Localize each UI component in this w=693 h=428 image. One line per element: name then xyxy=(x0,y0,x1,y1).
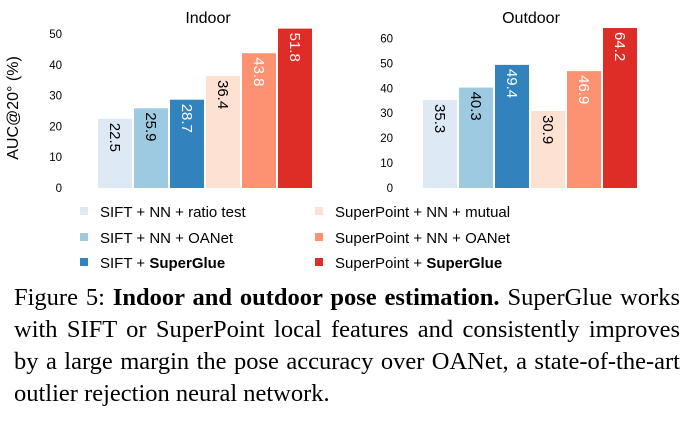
bar xyxy=(495,64,529,188)
legend-label-bold: SuperGlue xyxy=(149,255,225,272)
bar xyxy=(459,87,493,188)
y-tick-label: 50 xyxy=(380,58,393,70)
legend-swatch xyxy=(315,233,323,241)
legend-item: SIFT + SuperGlue xyxy=(80,255,225,272)
data-label: 22.5 xyxy=(106,123,123,152)
y-tick-label: 40 xyxy=(49,60,62,72)
legend-label-text: SuperPoint + NN + OANet xyxy=(335,230,511,247)
y-tick-label: 60 xyxy=(380,33,393,45)
legend-label: SuperPoint + NN + mutual xyxy=(335,204,510,221)
legend-label: SIFT + NN + ratio test xyxy=(100,204,246,221)
data-label: 43.8 xyxy=(250,57,267,86)
y-axis-label: AUC@20° (%) xyxy=(5,56,22,160)
data-label: 25.9 xyxy=(142,112,159,141)
y-tick-label: 20 xyxy=(380,133,393,145)
bar xyxy=(170,99,204,188)
legend-label: SuperPoint + SuperGlue xyxy=(335,255,502,272)
legend-item: SuperPoint + NN + OANet xyxy=(315,230,511,247)
data-label: 35.3 xyxy=(431,104,448,133)
data-label: 46.9 xyxy=(575,75,592,104)
bar xyxy=(242,53,276,188)
bar xyxy=(531,110,565,188)
legend-label: SIFT + SuperGlue xyxy=(100,255,225,272)
y-tick-label: 50 xyxy=(49,29,62,41)
y-tick-label: 0 xyxy=(56,183,62,195)
legend-label: SuperPoint + NN + OANet xyxy=(335,230,511,247)
bar xyxy=(567,71,601,188)
legend-label-text: SuperPoint + NN + mutual xyxy=(335,204,510,221)
legend-swatch xyxy=(80,207,88,215)
legend-label-text: SuperPoint + xyxy=(335,255,426,272)
y-tick-label: 40 xyxy=(380,83,393,95)
legend-item: SIFT + NN + OANet xyxy=(80,230,234,247)
bar xyxy=(423,100,457,188)
bar xyxy=(98,118,132,188)
data-label: 49.4 xyxy=(503,69,520,98)
y-tick-label: 20 xyxy=(49,121,62,133)
legend-swatch xyxy=(80,258,88,266)
legend-label: SIFT + NN + OANet xyxy=(100,230,234,247)
data-label: 51.8 xyxy=(286,33,303,62)
figure-caption: Figure 5: Indoor and outdoor pose estima… xyxy=(14,282,680,410)
legend: SIFT + NN + ratio test SIFT + NN + OANet S… xyxy=(80,204,511,272)
legend-label-text: SIFT + NN + ratio test xyxy=(100,204,246,221)
data-label: 64.2 xyxy=(611,32,628,61)
data-label: 28.7 xyxy=(178,104,195,133)
legend-label-text: SIFT + NN + OANet xyxy=(100,230,234,247)
caption-text: SuperGlue works with SIFT or SuperPoint … xyxy=(14,284,681,407)
bar xyxy=(278,28,312,188)
caption-bold: Indoor and outdoor pose estimation. xyxy=(112,284,500,311)
y-tick-label: 30 xyxy=(380,108,393,120)
y-tick-label: 30 xyxy=(49,91,62,103)
legend-label-bold: SuperGlue xyxy=(426,255,502,272)
legend-swatch xyxy=(315,258,323,266)
bar xyxy=(206,76,240,188)
data-label: 40.3 xyxy=(467,92,484,121)
chart-0: Indoor 0 10 20 30 40 50 AUC@20° (%) 22.5 25.9 28.7… xyxy=(5,10,312,195)
chart-1: Outdoor 0 10 20 30 40 50 60 35.3 40.3 49.4 30.9 46.9… xyxy=(380,10,637,195)
bar xyxy=(603,28,637,188)
legend-item: SuperPoint + SuperGlue xyxy=(315,255,502,272)
legend-item: SuperPoint + NN + mutual xyxy=(315,204,510,221)
y-tick-label: 10 xyxy=(380,158,393,170)
data-label: 30.9 xyxy=(539,115,556,144)
legend-item: SIFT + NN + ratio test xyxy=(80,204,246,221)
y-tick-label: 10 xyxy=(49,152,62,164)
caption-label: Figure 5: xyxy=(14,284,105,311)
chart-title: Indoor xyxy=(185,10,231,27)
y-tick-label: 0 xyxy=(387,183,393,195)
chart-title: Outdoor xyxy=(502,10,560,27)
legend-swatch xyxy=(315,207,323,215)
legend-swatch xyxy=(80,233,88,241)
data-label: 36.4 xyxy=(214,80,231,109)
legend-label-text: SIFT + xyxy=(100,255,149,272)
plots: Indoor 0 10 20 30 40 50 AUC@20° (%) 22.5 25.9 28.7… xyxy=(5,10,637,195)
bar xyxy=(134,108,168,188)
